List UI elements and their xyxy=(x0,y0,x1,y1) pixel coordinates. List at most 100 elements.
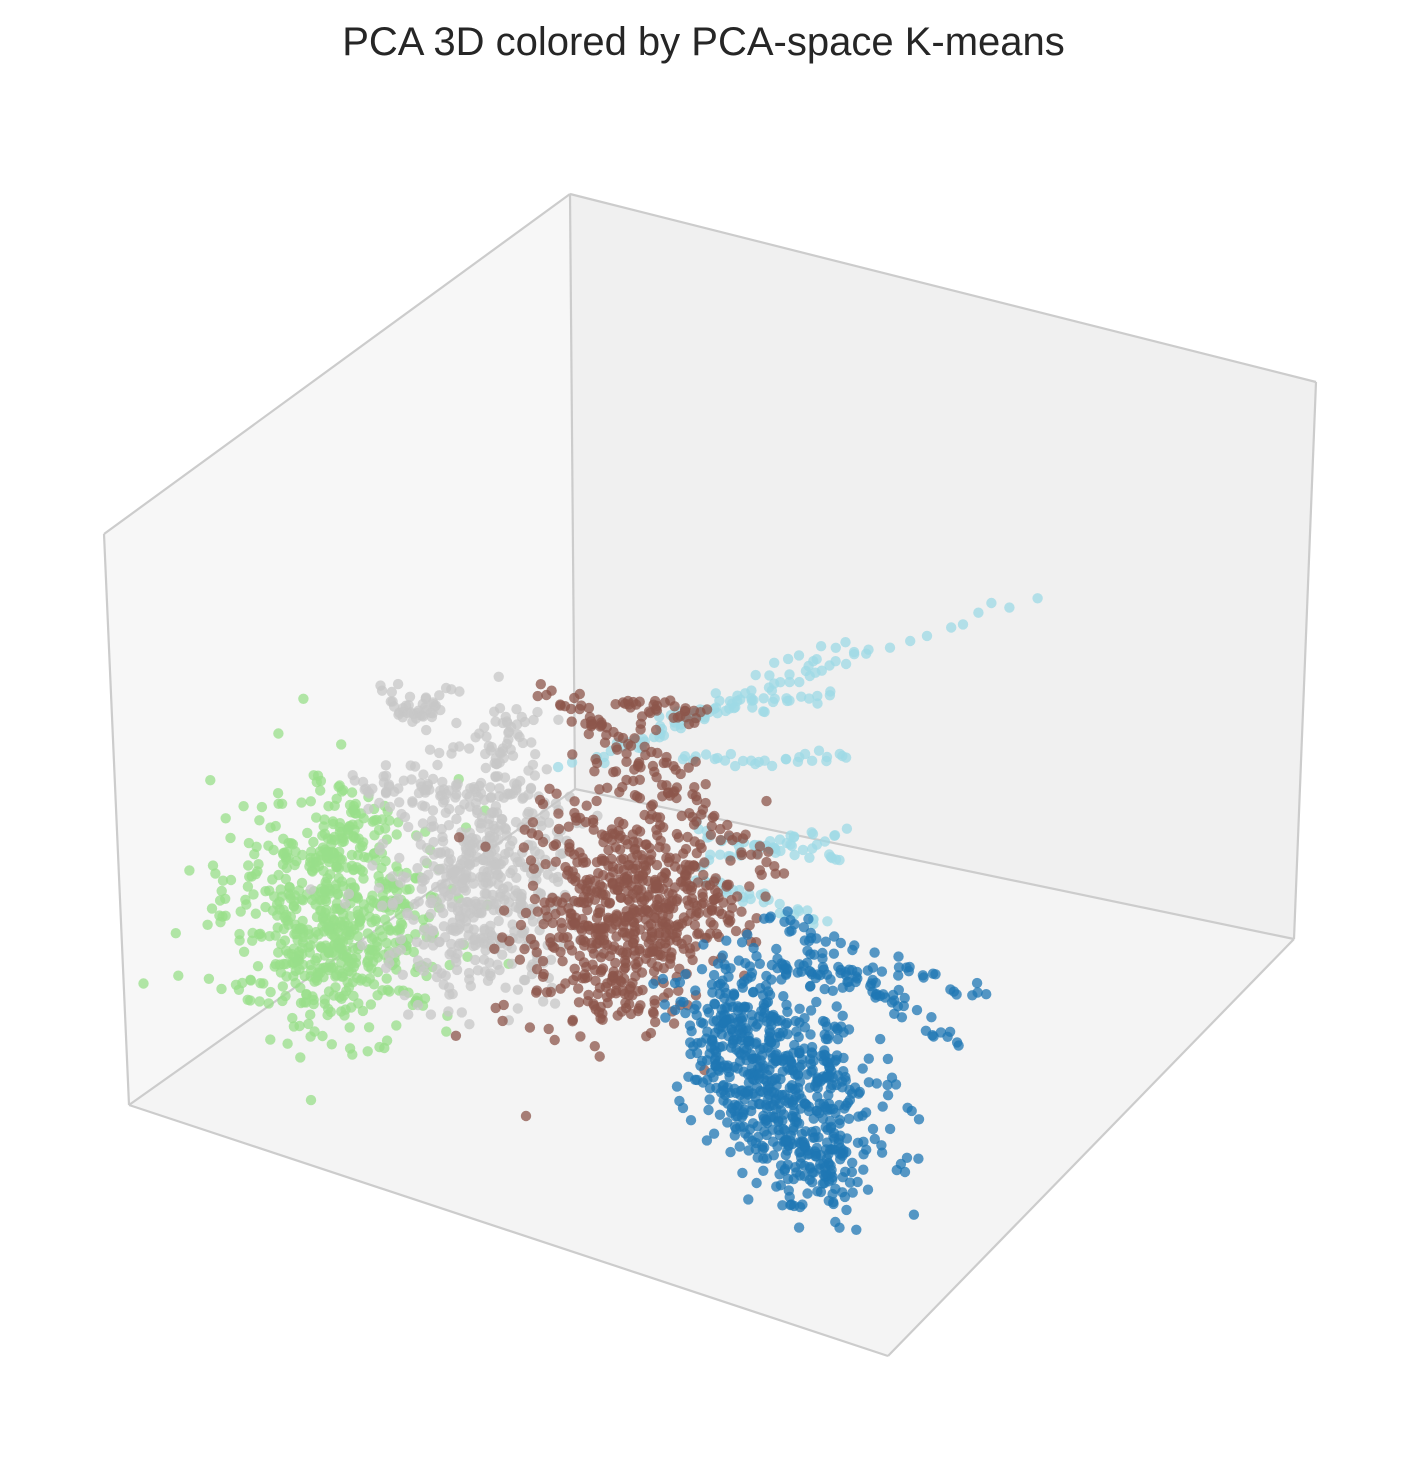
data-point-cluster-3 xyxy=(432,759,443,771)
data-point-cluster-1 xyxy=(918,972,929,983)
data-point-cluster-1 xyxy=(798,922,810,933)
data-point-cluster-3 xyxy=(506,958,518,969)
data-point-cluster-2 xyxy=(715,834,726,846)
data-point-cluster-2 xyxy=(648,1008,659,1019)
data-point-cluster-1 xyxy=(840,1071,851,1083)
data-point-cluster-2 xyxy=(594,907,606,918)
data-point-cluster-5 xyxy=(784,676,795,688)
data-point-cluster-4 xyxy=(269,891,280,902)
data-point-cluster-4 xyxy=(207,860,219,871)
data-point-cluster-2 xyxy=(583,702,595,714)
data-point-cluster-3 xyxy=(553,714,564,725)
data-point-cluster-4 xyxy=(391,1020,402,1031)
data-point-cluster-1 xyxy=(843,1113,855,1125)
data-point-cluster-4 xyxy=(382,984,393,996)
data-point-cluster-3 xyxy=(497,746,509,757)
data-point-cluster-2 xyxy=(557,956,568,967)
data-point-cluster-3 xyxy=(502,717,513,729)
data-point-cluster-3 xyxy=(398,775,409,786)
data-point-cluster-1 xyxy=(893,984,904,996)
data-point-cluster-2 xyxy=(618,818,629,830)
data-point-cluster-3 xyxy=(343,888,355,900)
data-point-cluster-2 xyxy=(678,912,690,923)
data-point-cluster-3 xyxy=(498,883,509,894)
data-point-cluster-1 xyxy=(769,1074,780,1085)
data-point-cluster-2 xyxy=(700,779,711,790)
data-point-cluster-3 xyxy=(387,899,398,911)
data-point-cluster-1 xyxy=(844,964,855,975)
data-point-cluster-1 xyxy=(743,1194,754,1205)
data-point-cluster-2 xyxy=(514,954,526,965)
data-point-cluster-1 xyxy=(701,1135,713,1146)
data-point-cluster-4 xyxy=(308,836,319,848)
data-point-cluster-2 xyxy=(680,843,692,855)
data-point-cluster-5 xyxy=(784,695,795,706)
data-point-cluster-1 xyxy=(736,978,747,989)
data-point-cluster-1 xyxy=(696,1055,708,1067)
data-point-cluster-1 xyxy=(680,969,691,980)
data-point-cluster-2 xyxy=(627,888,638,900)
data-point-cluster-4 xyxy=(380,855,391,867)
data-point-cluster-2 xyxy=(560,861,571,873)
data-point-cluster-4 xyxy=(366,933,378,945)
data-point-cluster-4 xyxy=(225,832,236,844)
data-point-cluster-1 xyxy=(825,974,836,985)
data-point-cluster-4 xyxy=(302,827,313,839)
data-point-cluster-1 xyxy=(714,1109,726,1121)
data-point-cluster-1 xyxy=(708,1128,720,1139)
data-point-cluster-2 xyxy=(520,907,532,919)
data-point-cluster-2 xyxy=(752,849,763,860)
data-point-cluster-3 xyxy=(512,1003,523,1014)
data-point-cluster-3 xyxy=(460,885,471,896)
data-point-cluster-4 xyxy=(238,801,249,812)
data-point-cluster-2 xyxy=(490,1002,501,1014)
data-point-cluster-1 xyxy=(789,1106,800,1117)
data-point-cluster-1 xyxy=(779,1165,790,1176)
data-point-cluster-3 xyxy=(412,999,424,1011)
data-point-cluster-1 xyxy=(786,1057,797,1068)
data-point-cluster-1 xyxy=(696,964,708,975)
data-point-cluster-3 xyxy=(449,866,460,878)
data-point-cluster-1 xyxy=(782,906,793,917)
data-point-cluster-4 xyxy=(170,928,181,939)
data-point-cluster-1 xyxy=(800,1126,811,1137)
data-point-cluster-2 xyxy=(624,999,635,1010)
data-point-cluster-1 xyxy=(748,942,759,954)
data-point-cluster-3 xyxy=(545,954,557,965)
data-point-cluster-3 xyxy=(479,722,490,733)
edge-back-top xyxy=(569,192,1317,384)
data-point-cluster-1 xyxy=(764,1035,775,1047)
data-point-cluster-3 xyxy=(472,965,484,976)
data-point-cluster-4 xyxy=(346,787,358,798)
data-point-cluster-3 xyxy=(511,719,523,730)
data-point-cluster-2 xyxy=(582,904,593,916)
data-point-cluster-2 xyxy=(544,933,556,944)
data-point-cluster-3 xyxy=(440,970,451,981)
data-point-cluster-4 xyxy=(297,942,308,954)
data-point-cluster-5 xyxy=(792,904,803,915)
data-point-cluster-4 xyxy=(331,860,342,872)
data-point-cluster-5 xyxy=(946,622,957,633)
data-point-cluster-2 xyxy=(519,943,530,955)
data-point-cluster-2 xyxy=(660,942,672,954)
data-point-cluster-1 xyxy=(751,1177,762,1189)
data-point-cluster-3 xyxy=(454,804,465,816)
data-point-cluster-3 xyxy=(484,926,496,937)
data-point-cluster-3 xyxy=(404,691,416,702)
data-point-cluster-3 xyxy=(384,950,395,961)
data-point-cluster-5 xyxy=(794,676,805,688)
data-point-cluster-2 xyxy=(726,894,737,906)
data-point-cluster-2 xyxy=(628,937,639,949)
data-point-cluster-5 xyxy=(780,754,792,765)
data-point-cluster-2 xyxy=(702,907,713,918)
data-point-cluster-2 xyxy=(660,868,672,879)
data-point-cluster-1 xyxy=(908,1209,920,1220)
data-point-cluster-5 xyxy=(803,693,815,704)
data-point-cluster-4 xyxy=(304,947,315,958)
data-point-cluster-3 xyxy=(422,778,434,790)
data-point-cluster-3 xyxy=(494,703,506,714)
data-point-cluster-2 xyxy=(537,971,549,982)
data-point-cluster-1 xyxy=(712,958,724,969)
data-point-cluster-2 xyxy=(606,853,617,865)
data-point-cluster-2 xyxy=(684,880,696,891)
